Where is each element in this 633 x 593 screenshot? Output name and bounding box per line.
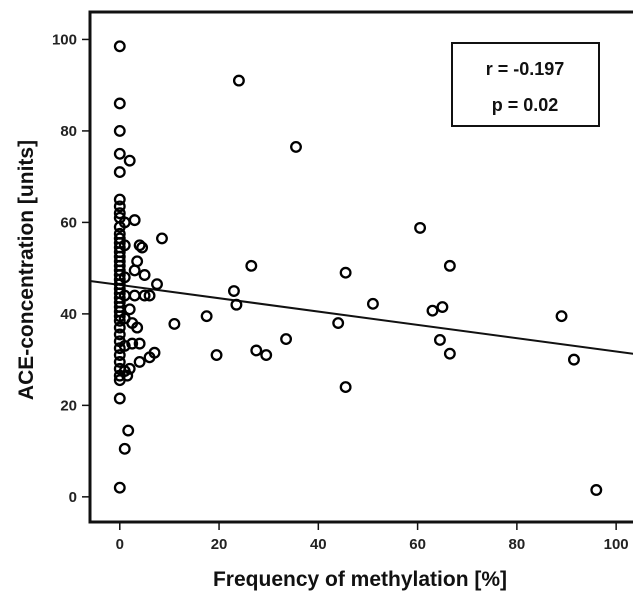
data-point (113, 328, 126, 341)
data-point (151, 278, 163, 291)
data-point (339, 266, 352, 279)
y-tick-label: 100 (52, 31, 77, 48)
data-point (156, 232, 168, 245)
data-point (245, 259, 258, 272)
data-point (227, 285, 240, 297)
data-point (590, 484, 603, 496)
data-point (443, 347, 456, 360)
data-point (113, 40, 126, 53)
y-axis-title: ACE-concentration [units] (15, 140, 38, 400)
y-tick-label: 40 (60, 306, 77, 323)
data-point (131, 321, 144, 334)
data-point (113, 355, 126, 368)
data-point (138, 289, 151, 302)
data-point (143, 289, 156, 302)
data-point (200, 310, 213, 323)
data-point (118, 271, 131, 284)
data-point (113, 349, 126, 361)
y-axis-title-group: ACE-concentration [units] (15, 140, 38, 400)
data-point (568, 353, 580, 366)
data-point (280, 333, 293, 345)
plot-marks: 0 20 40 60 80 100 0 20 40 60 80 100 (52, 31, 633, 553)
regression-line (89, 279, 633, 355)
x-tick-label: 80 (509, 536, 526, 553)
data-point (133, 355, 146, 368)
x-tick-label: 20 (211, 536, 228, 553)
data-point (122, 424, 135, 437)
data-point (136, 241, 149, 254)
data-point (128, 289, 141, 302)
data-point (131, 255, 144, 268)
data-point (148, 346, 161, 359)
data-point (123, 154, 136, 167)
y-tick-label: 80 (60, 123, 77, 140)
data-point (138, 269, 151, 281)
data-point (339, 381, 352, 394)
y-tick-label: 0 (69, 489, 77, 506)
data-point (168, 317, 181, 330)
data-point (121, 369, 134, 382)
data-point (123, 362, 136, 375)
data-point (433, 334, 446, 346)
data-point (426, 304, 439, 317)
data-point (113, 124, 126, 137)
data-point (260, 349, 273, 361)
y-tick-label: 60 (60, 214, 77, 231)
data-point (118, 339, 131, 352)
data-point (230, 298, 243, 311)
data-point (436, 301, 449, 313)
data-point (128, 214, 141, 227)
data-point (443, 259, 456, 272)
x-tick-label: 40 (310, 536, 327, 553)
data-point (113, 481, 126, 494)
data-point (113, 97, 126, 110)
data-point (113, 200, 126, 213)
data-point (113, 166, 126, 179)
data-point (113, 321, 126, 334)
data-point (123, 303, 136, 316)
data-point (113, 207, 126, 220)
data-point (210, 349, 223, 361)
data-point (290, 140, 302, 153)
data-point (366, 297, 379, 310)
data-point (118, 442, 131, 455)
correlation-coefficient-label: r = -0.197 (486, 59, 565, 79)
data-point (113, 147, 126, 160)
plot-frame (88, 10, 633, 524)
data-point (250, 344, 263, 357)
x-tick-label: 60 (409, 536, 426, 553)
x-tick-label: 100 (604, 536, 629, 553)
data-point (133, 337, 146, 350)
y-tick-label: 20 (60, 397, 77, 414)
data-point (118, 239, 131, 252)
x-axis-title: Frequency of methylation [%] (213, 568, 507, 591)
p-value-label: p = 0.02 (492, 95, 559, 115)
data-point (332, 317, 345, 329)
data-point (133, 239, 146, 252)
data-point (232, 74, 245, 87)
data-point (555, 310, 568, 323)
data-point (113, 193, 126, 206)
x-tick-label: 0 (116, 536, 124, 553)
stats-box (451, 42, 600, 127)
data-point (126, 337, 139, 350)
data-point (414, 221, 427, 234)
data-point (113, 392, 126, 405)
